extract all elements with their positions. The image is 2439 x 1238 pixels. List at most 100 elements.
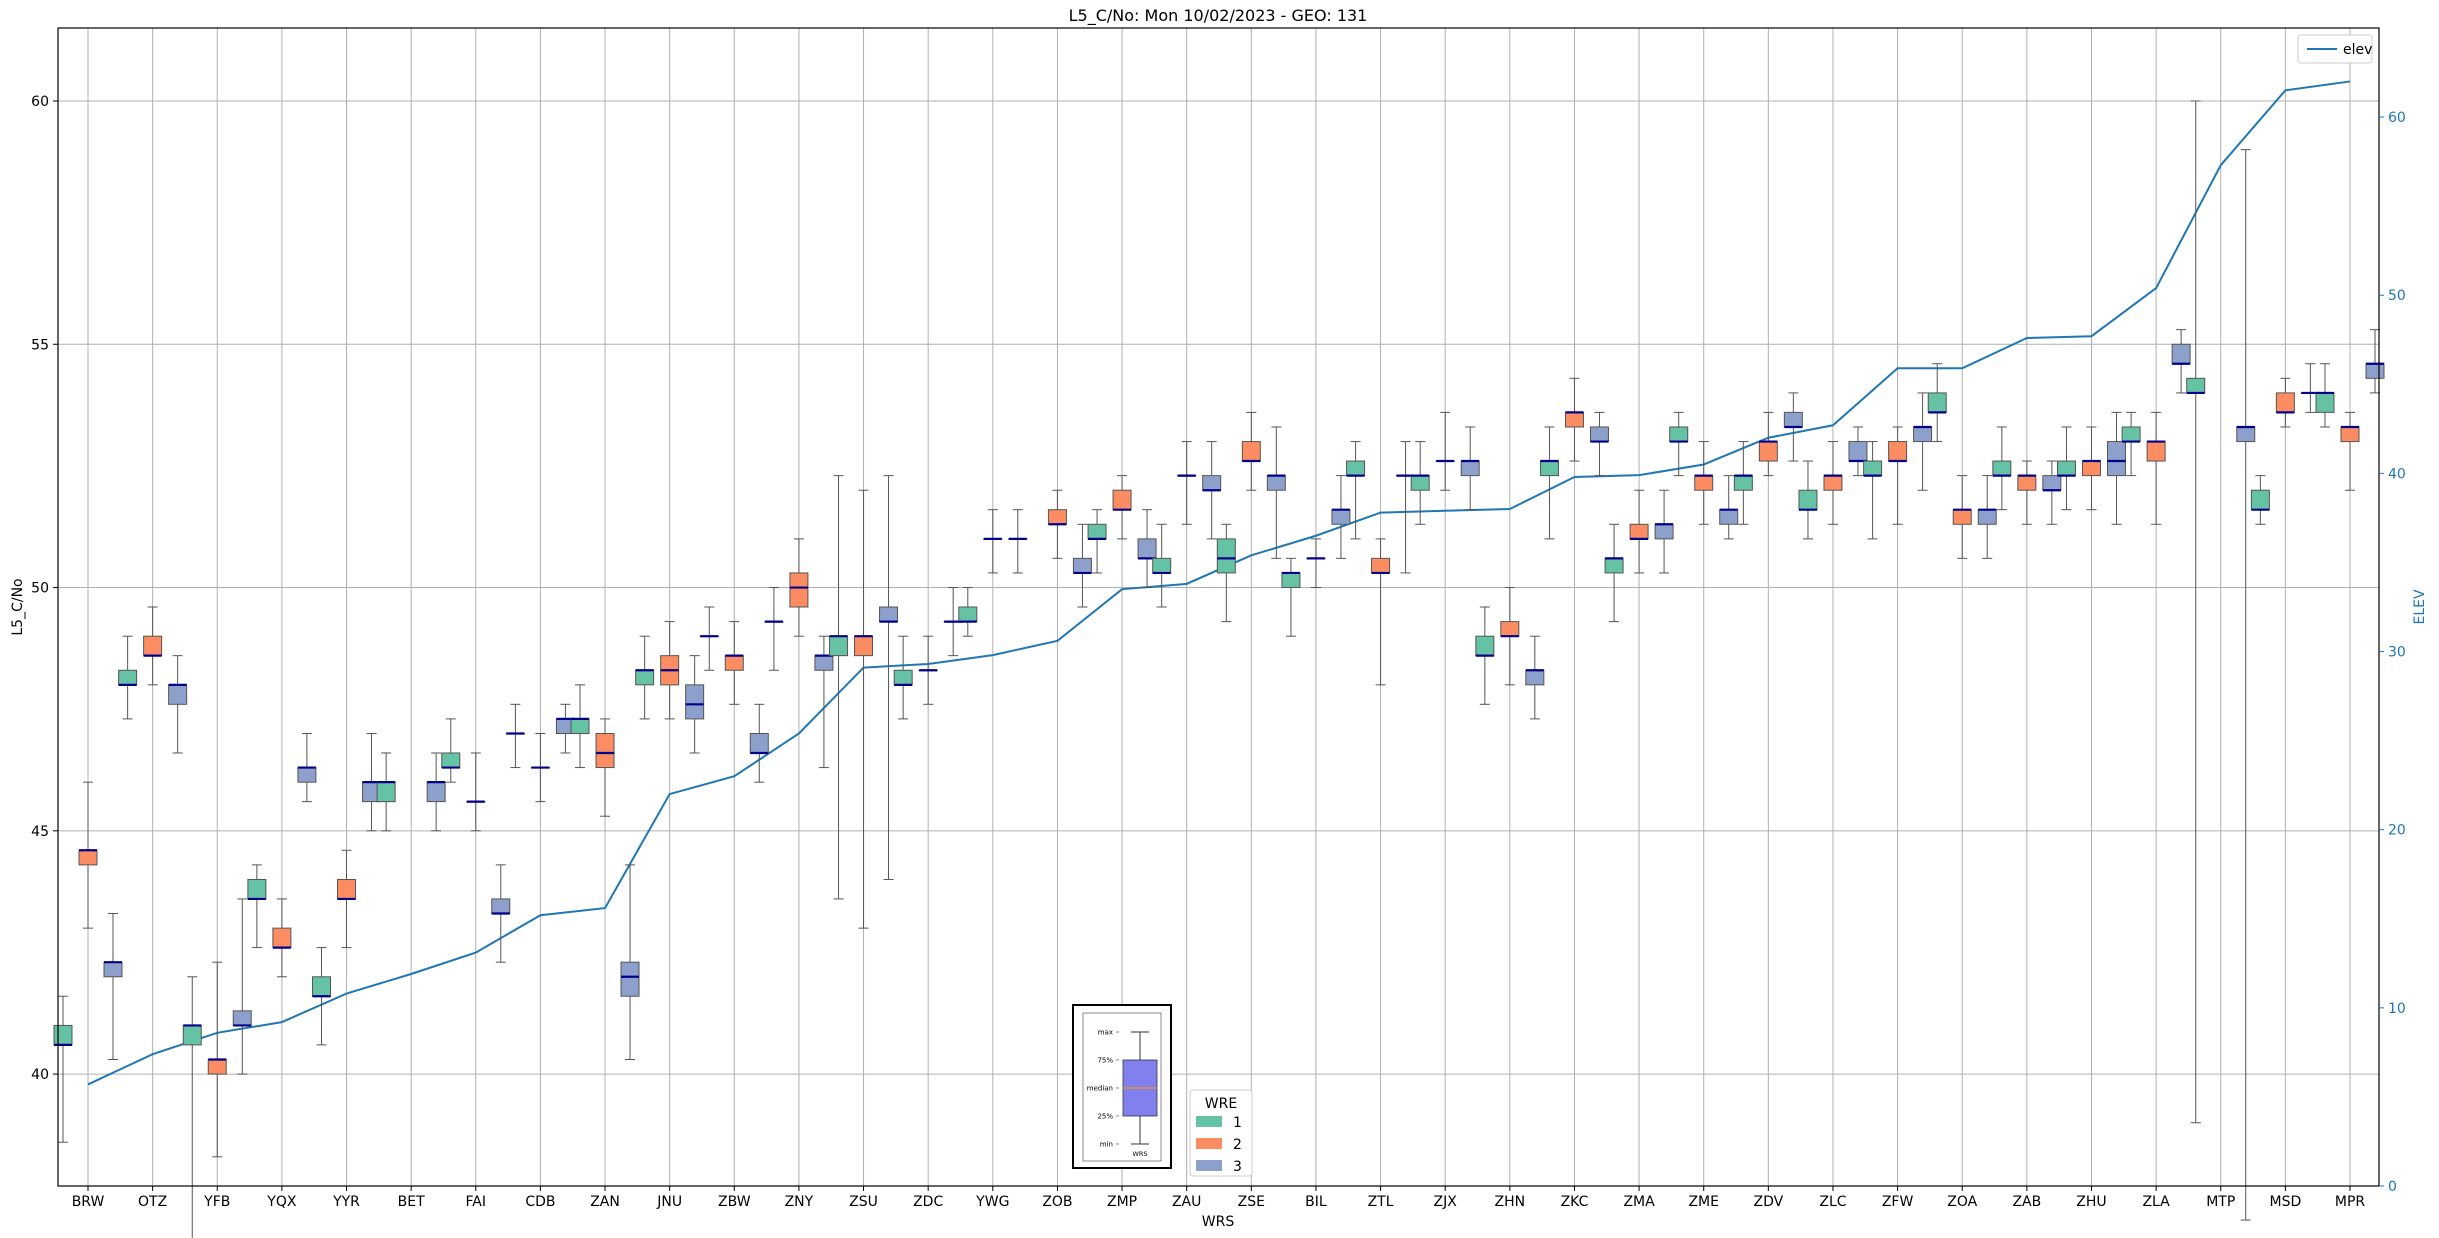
box-body	[1733, 475, 1753, 491]
box-group-ZDC	[893, 587, 963, 720]
box-body	[1331, 509, 1351, 525]
box-wre-3	[2042, 460, 2062, 525]
box-wre-1	[1669, 411, 1689, 477]
box-body	[491, 898, 511, 915]
wre-legend-title: WRE	[1205, 1096, 1237, 1112]
x-tick-label: YWG	[975, 1194, 1009, 1210]
box-body	[1460, 460, 1480, 477]
box-body	[635, 669, 655, 686]
x-tick-label: MPR	[2335, 1194, 2366, 1210]
x-tick-label: ZHN	[1495, 1194, 1526, 1210]
box-body	[2236, 426, 2256, 443]
x-tick-label: YFB	[203, 1194, 230, 1210]
box-group-YYR	[312, 733, 382, 1046]
box-body	[1281, 572, 1301, 589]
box-body	[182, 1024, 202, 1046]
x-tick-label: YQX	[266, 1194, 297, 1210]
box-group-ZAN	[570, 684, 640, 1060]
box-wre-3	[1654, 489, 1674, 574]
box-body	[1888, 441, 1908, 462]
box-body	[2250, 489, 2270, 511]
wre-legend-swatch-3	[1196, 1160, 1222, 1171]
box-wre-2	[1177, 441, 1197, 525]
box-wre-1	[1733, 441, 1753, 525]
inset-label: median	[1087, 1085, 1113, 1093]
box-wre-3	[1460, 426, 1480, 511]
box-wre-2	[854, 489, 874, 929]
box-body	[247, 878, 267, 900]
box-wre-1	[1798, 460, 1818, 540]
box-wre-1	[1927, 363, 1947, 443]
x-tick-label: ZAB	[2012, 1194, 2041, 1210]
box-wre-3	[1137, 509, 1157, 589]
box-body	[337, 878, 357, 900]
y2-tick-label: 50	[2388, 288, 2406, 304]
box-group-FAI	[441, 718, 511, 963]
chart-title: L5_C/No: Mon 10/02/2023 - GEO: 131	[1069, 6, 1368, 26]
box-group-ZDV	[1733, 392, 1803, 525]
x-tick-label: BET	[398, 1194, 425, 1210]
box-group-MPR	[2315, 329, 2385, 491]
box-body	[2315, 392, 2335, 413]
box-group-ZMP	[1087, 475, 1157, 589]
box-wre-3	[168, 655, 188, 754]
box-wre-1	[441, 718, 461, 783]
box-body	[2081, 460, 2101, 477]
box-wre-3	[1589, 411, 1609, 477]
box-body	[620, 961, 640, 997]
y-tick-label: 60	[31, 94, 49, 110]
box-group-ZLC	[1798, 426, 1868, 540]
box-wre-3	[1977, 475, 1997, 559]
box-group-ZMA	[1604, 489, 1674, 623]
box-body	[2171, 343, 2191, 365]
y-axis: 40 45 50 55 60	[31, 94, 58, 1083]
box-body	[2365, 363, 2385, 379]
wre-legend-label-3: 3	[1233, 1159, 1242, 1175]
box-wre-1	[2056, 426, 2076, 511]
box-body	[789, 572, 809, 608]
box-body	[1266, 475, 1286, 491]
box-body	[1410, 475, 1430, 491]
y-tick-label: 45	[31, 824, 49, 840]
box-wre-1	[1539, 426, 1559, 540]
box-wre-2	[1758, 411, 1778, 477]
box-body	[1216, 538, 1236, 574]
box-group-JNU	[635, 621, 705, 754]
box-wre-2	[2081, 426, 2101, 511]
box-body	[1072, 557, 1092, 574]
box-wre-2	[1435, 411, 1455, 491]
box-wre-3	[1331, 475, 1351, 559]
x-tick-label: ZOB	[1042, 1194, 1072, 1210]
x-tick-label: YYR	[332, 1194, 360, 1210]
y-axis-label: L5_C/No	[10, 578, 26, 635]
y2-tick-label: 30	[2388, 645, 2406, 661]
box-wre-2	[1694, 441, 1714, 525]
inset-label: 25%	[1097, 1113, 1113, 1121]
box-wre-1	[182, 976, 202, 1238]
box-wre-3	[2106, 411, 2126, 525]
box-wre-2	[1371, 538, 1391, 686]
box-body	[1202, 475, 1222, 491]
grid	[58, 28, 2379, 1186]
box-wre-2	[2017, 460, 2037, 525]
box-wre-3	[685, 655, 705, 754]
y2-axis-label: ELEV	[2412, 589, 2428, 624]
box-wre-2	[1047, 489, 1067, 559]
box-wre-3	[1202, 441, 1222, 540]
box-wre-1	[2121, 411, 2141, 477]
box-wre-2	[1823, 441, 1843, 525]
box-wre-2	[1112, 475, 1132, 540]
box-body	[53, 1024, 73, 1046]
x-tick-label: CDB	[525, 1194, 555, 1210]
box-wre-2	[2340, 411, 2360, 491]
x-tick-label: ZBW	[718, 1194, 751, 1210]
box-group-ZKC	[1539, 377, 1609, 540]
box-wre-2	[78, 781, 98, 929]
box-group-MTP	[2186, 100, 2256, 1221]
box-group-ZHN	[1475, 587, 1545, 720]
box-wre-3	[1719, 475, 1739, 540]
box-wre-2	[143, 606, 163, 686]
box-body	[749, 733, 769, 754]
box-body	[441, 752, 461, 769]
box-body	[207, 1058, 227, 1075]
